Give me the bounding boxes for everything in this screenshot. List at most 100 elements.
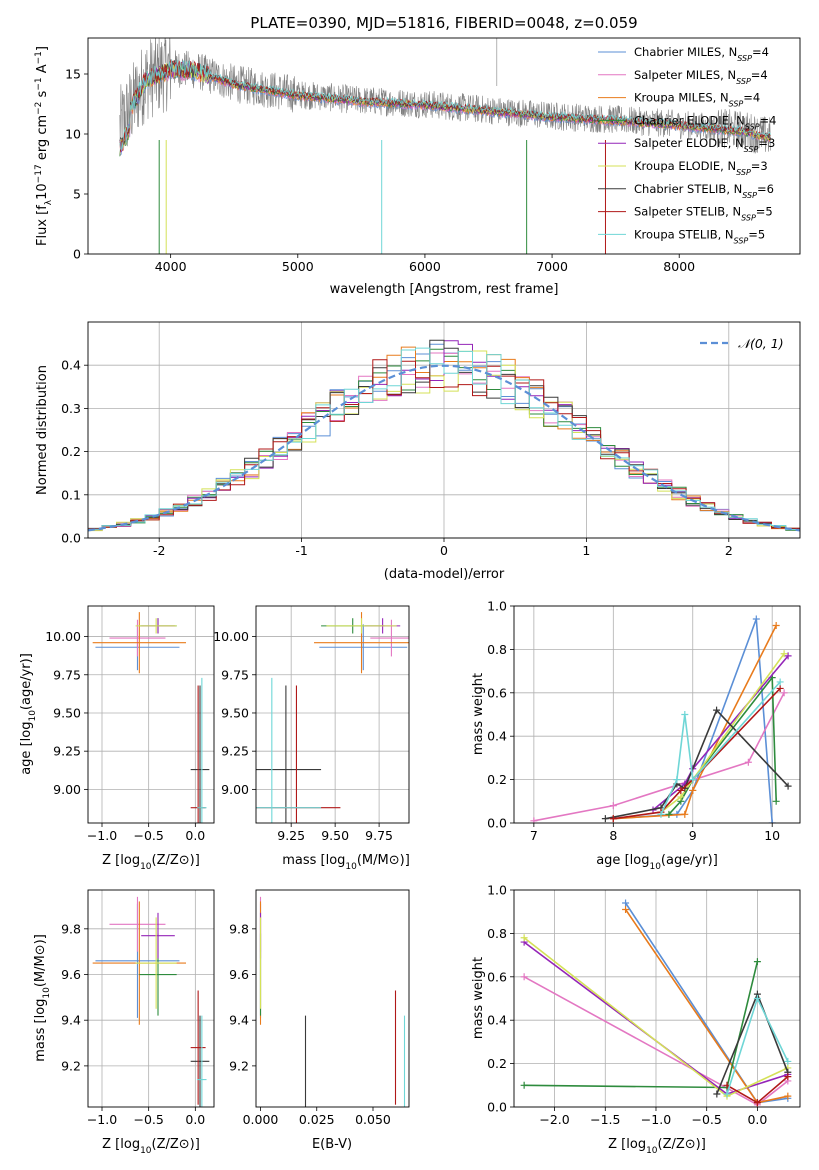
weight-point <box>784 1073 792 1081</box>
weight-point <box>657 810 665 818</box>
weight-point <box>753 958 761 966</box>
weight-point <box>622 906 630 914</box>
spectrum-model-line <box>119 62 771 157</box>
y-tick-label: 9.50 <box>53 705 81 720</box>
weight-point <box>665 810 673 818</box>
axes-frame-age-vs-Z <box>87 605 215 824</box>
x-tick-label: 0.0 <box>185 1112 205 1127</box>
histogram-step <box>88 359 800 530</box>
weight-point <box>677 793 685 801</box>
x-tick-label: 6000 <box>409 259 441 274</box>
axes-frame-mass-vs-Z <box>87 889 215 1108</box>
x-tick-label: −0.5 <box>692 1112 722 1127</box>
errorbar-group <box>92 612 210 823</box>
y-tick-label: 9.00 <box>53 782 81 797</box>
spectrum-model-line <box>119 59 771 152</box>
y-tick-label: 0.6 <box>487 685 507 700</box>
histogram-step <box>88 339 800 529</box>
weight-point <box>681 810 689 818</box>
x-tick-label: -2 <box>153 543 165 558</box>
weight-point <box>784 1092 792 1100</box>
legend-entry: Kroupa ELODIE, NSSP=3 <box>634 159 768 177</box>
weight-line <box>605 708 789 820</box>
weight-vs-Z-x-label: Z [log10(Z/Z⊙)] <box>608 1137 706 1156</box>
x-tick-label: 8000 <box>663 259 695 274</box>
age-vs-mass-x-label: mass [log10(M/M⊙)] <box>282 853 410 872</box>
weight-point <box>776 678 784 686</box>
weight-point <box>689 786 697 794</box>
x-tick-label: −0.5 <box>133 1112 163 1127</box>
weight-point <box>780 689 788 697</box>
weight-line <box>524 961 759 1089</box>
y-tick-label: 0.0 <box>487 816 507 831</box>
weight-vs-Z-y-label: mass weight <box>471 957 486 1039</box>
x-tick-label: 0.0 <box>185 828 205 843</box>
y-tick-label: 0.2 <box>487 1056 507 1071</box>
weight-point <box>609 802 617 810</box>
y-tick-label: 1.0 <box>487 883 507 898</box>
y-tick-label: 0.3 <box>61 401 81 416</box>
weight-point <box>784 782 792 790</box>
weight-line <box>533 692 785 822</box>
y-tick-label: 0.4 <box>487 729 507 744</box>
weight-point <box>768 819 776 823</box>
spectrum-x-label: wavelength [Angstrom, rest frame] <box>330 282 559 297</box>
legend-entry: 𝒩(0, 1) <box>738 336 784 351</box>
x-tick-label: 0.000 <box>243 1112 279 1127</box>
axes-weight-vs-age: 7 8 9 10 0.0 0.2 0.4 0.6 0.8 1.0 <box>487 599 800 843</box>
weight-vs-age-x-label: age [log10(age/yr)] <box>596 853 718 872</box>
y-tick-label: 0.4 <box>61 358 81 373</box>
x-tick-label: 10 <box>764 828 780 843</box>
x-tick-label: 1 <box>582 543 590 558</box>
y-tick-label: 1.0 <box>487 599 507 614</box>
x-tick-label: −2.0 <box>539 1112 569 1127</box>
y-tick-label: 9.8 <box>229 921 249 936</box>
y-tick-label: 10 <box>65 127 81 142</box>
axes-age-vs-mass: 9.25 9.50 9.75 9.00 9.25 9.50 9.75 10.00 <box>213 606 409 843</box>
x-tick-label: 4000 <box>155 259 187 274</box>
spectrum-model-line <box>119 59 771 152</box>
y-tick-label: 9.25 <box>221 744 249 759</box>
y-tick-label: 0.1 <box>61 487 81 502</box>
x-tick-label: 8 <box>609 828 617 843</box>
axes-residuals: -2 -1 0 1 2 0.0 0.1 0.2 0.3 0.4 <box>61 322 800 558</box>
axes-spectrum: 4000 5000 6000 7000 8000 0 5 10 15 <box>65 67 695 275</box>
y-tick-label: 9.4 <box>61 1013 81 1028</box>
axes-frame-weight-vs-Z <box>513 889 801 1108</box>
legend-entry: Salpeter STELIB, NSSP=5 <box>634 205 773 223</box>
y-tick-label: 0.0 <box>61 531 81 546</box>
legend-entry: Kroupa STELIB, NSSP=5 <box>634 227 765 245</box>
weight-point <box>744 758 752 766</box>
axes-frame-weight-vs-age <box>513 605 801 824</box>
x-tick-label: 0.0 <box>747 1112 767 1127</box>
x-tick-label: 0.025 <box>299 1112 335 1127</box>
weight-point <box>752 615 760 623</box>
weight-point <box>609 815 617 823</box>
weight-point <box>601 815 609 823</box>
weight-lines <box>520 899 792 1107</box>
histogram-group <box>88 339 800 532</box>
x-tick-label: −0.5 <box>133 828 163 843</box>
axes-frame-age-vs-mass <box>255 605 410 824</box>
x-tick-label: -1 <box>295 543 307 558</box>
y-tick-label: 0.2 <box>61 444 81 459</box>
weight-line <box>613 625 777 820</box>
x-tick-label: 0.050 <box>355 1112 391 1127</box>
weight-line <box>660 681 781 815</box>
legend-entry: Kroupa MILES, NSSP=4 <box>634 91 760 109</box>
weight-point <box>784 1057 792 1065</box>
y-tick-label: 15 <box>65 67 81 82</box>
y-tick-label: 0.6 <box>487 969 507 984</box>
weight-point <box>753 995 761 1002</box>
axes-frame-mass-vs-EBV <box>255 889 410 1108</box>
x-tick-label: 9 <box>689 828 697 843</box>
y-tick-label: 0.0 <box>487 1100 507 1115</box>
weight-point <box>520 1081 528 1089</box>
histogram-step <box>88 340 800 531</box>
weight-point <box>689 776 697 784</box>
x-tick-label: 2 <box>725 543 733 558</box>
weight-point <box>784 652 792 660</box>
y-tick-label: 9.6 <box>61 967 81 982</box>
y-tick-label: 5 <box>73 187 81 202</box>
